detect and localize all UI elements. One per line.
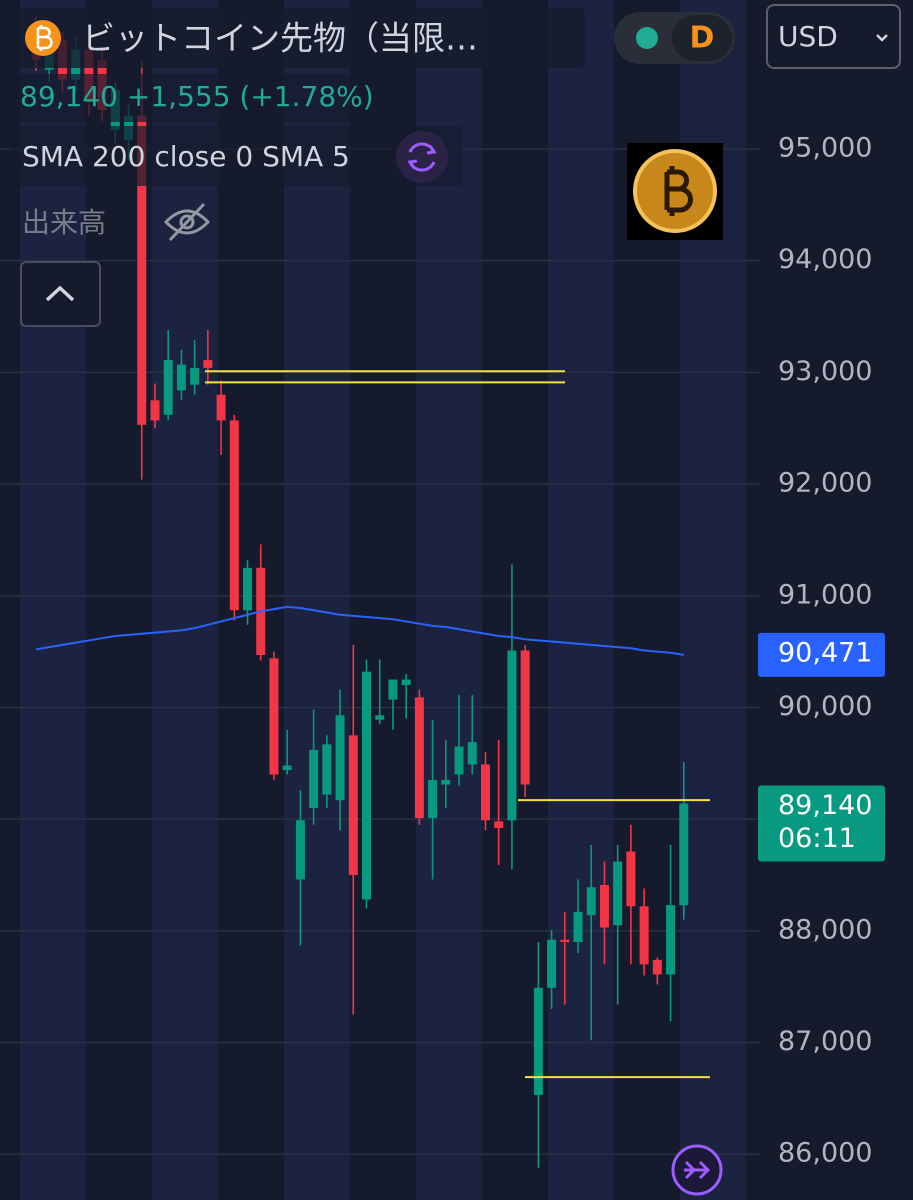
candle-body [216, 394, 226, 421]
candle-body [626, 851, 636, 907]
candle-body [586, 887, 596, 916]
y-tick-label: 93,000 [778, 356, 872, 387]
candle-body [547, 939, 557, 988]
candle-body [203, 360, 213, 368]
y-tick-label: 95,000 [778, 132, 872, 163]
currency: USD [778, 20, 838, 53]
indicator-settings[interactable] [396, 131, 448, 183]
candle-body [163, 360, 173, 415]
hide-volume[interactable] [163, 202, 211, 242]
candle-body [414, 697, 424, 819]
price-tag [758, 632, 885, 677]
y-tick-label: 86,000 [778, 1138, 872, 1169]
candle-body [176, 364, 186, 391]
candle-body [137, 115, 147, 425]
price-backdrop [10, 74, 390, 122]
candle-body [507, 650, 517, 821]
candle-body [599, 885, 609, 928]
candle-body [243, 567, 253, 611]
candle-body [467, 742, 477, 765]
y-tick-label: 92,000 [778, 468, 872, 499]
candle-body [309, 749, 319, 808]
candle-body [428, 780, 438, 819]
symbol-title: ビットコイン先物（当限… [82, 19, 478, 58]
candle-body [454, 746, 464, 775]
candle-body [573, 911, 583, 942]
title-backdrop [10, 8, 585, 68]
interval-badge [672, 15, 732, 61]
candle-body [295, 820, 305, 880]
currency-select[interactable] [766, 4, 901, 69]
indicator-backdrop [10, 126, 462, 186]
scroll-icon [684, 1160, 711, 1180]
stripe [548, 0, 614, 1200]
candle-body [652, 959, 662, 975]
y-tick-label: 87,000 [778, 1026, 872, 1057]
market-dot [636, 27, 658, 49]
price-tag-label: 90,471 [778, 637, 872, 668]
candle-body [441, 780, 451, 785]
candle-body [679, 803, 689, 906]
candle-body [190, 367, 200, 385]
candle-body [533, 987, 543, 1096]
chevron-up [45, 285, 75, 302]
candle-body [375, 715, 385, 720]
candle-body [613, 861, 623, 926]
logo-glyph [664, 166, 693, 216]
candle-body [229, 420, 239, 611]
indicator-label: SMA 200 close 0 SMA 5 [22, 140, 350, 173]
candle-body [322, 744, 332, 795]
stripe [20, 0, 86, 1200]
candle-body [666, 905, 676, 975]
price-line: 89,140 +1,555 (+1.78%) [20, 80, 374, 113]
y-tick-label: 91,000 [778, 579, 872, 610]
stripe [152, 0, 218, 1200]
session-stripes [20, 0, 746, 1200]
candle-body [269, 658, 279, 775]
y-axis: 86,00087,00088,00089,00090,00091,00092,0… [758, 132, 885, 1169]
change-pct: (+1.78%) [239, 80, 373, 113]
candle-body [494, 821, 504, 829]
candle-body [520, 650, 530, 785]
candle-body [348, 735, 358, 875]
eye-pupil [179, 214, 195, 230]
candle-body [150, 400, 160, 421]
candle-body [560, 939, 570, 942]
change: +1,555 [127, 80, 231, 113]
candle-body [401, 679, 411, 686]
candle-body [639, 906, 649, 965]
interval: D [690, 21, 715, 56]
candle-body [362, 671, 371, 900]
candle-body [480, 764, 490, 821]
countdown: 06:11 [778, 823, 856, 854]
sync-icon [407, 142, 437, 172]
candle-body [282, 765, 292, 770]
sma-line [35, 605, 684, 656]
candle-body [388, 679, 398, 700]
last-price: 89,140 [20, 80, 118, 113]
header: ビットコイン先物（当限… 89,140 +1,555 (+1.78%) SMA … [10, 4, 901, 1196]
volume-label: 出来高 [22, 206, 106, 239]
price-tag-label: 89,140 [778, 790, 872, 821]
stripe [416, 0, 482, 1200]
collapse-button[interactable] [20, 261, 101, 327]
y-tick-label: 88,000 [778, 914, 872, 945]
price-tag [758, 785, 885, 862]
candle-body [335, 715, 345, 801]
y-tick-label: 94,000 [778, 244, 872, 275]
stripe [284, 0, 350, 1200]
chevron-down [876, 34, 888, 42]
bitcoin-glyph [36, 25, 53, 51]
y-tick-label: 90,000 [778, 691, 872, 722]
eye-slash [168, 202, 206, 242]
